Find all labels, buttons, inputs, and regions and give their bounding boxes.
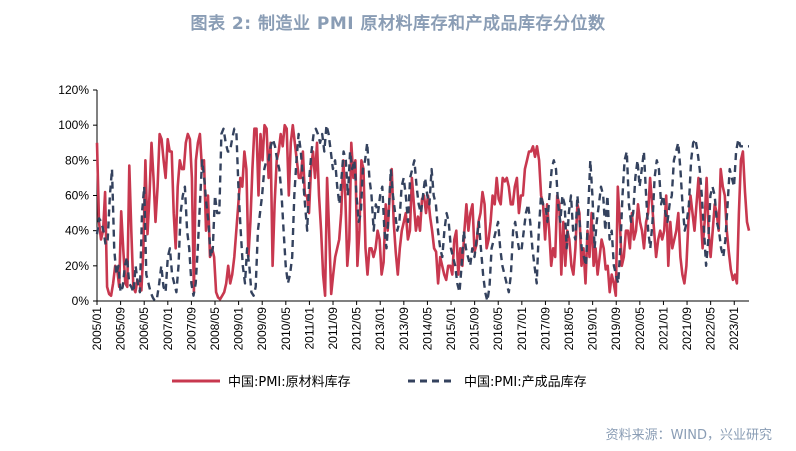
x-tick-label: 2012/05: [350, 307, 364, 351]
x-tick-label: 2015/09: [468, 307, 482, 351]
x-tick-label: 2010/05: [279, 307, 293, 351]
x-tick-label: 2017/01: [515, 307, 529, 351]
x-axis: 2005/01 2005/09 2006/05 2007/01 2007/09 2008/…: [90, 300, 749, 351]
x-tick-label: 2016/05: [491, 307, 505, 351]
chart-title: 图表 2: 制造业 PMI 原材料库存和产成品库存分位数: [190, 14, 606, 34]
x-tick-label: 2005/09: [114, 307, 128, 351]
x-tick-label: 2014/05: [420, 307, 434, 351]
x-tick-label: 2015/01: [444, 307, 458, 351]
x-tick-label: 2008/05: [208, 307, 222, 351]
plot-area: [95, 123, 751, 303]
legend-label-finished-goods: 中国:PMI:产成品库存: [464, 374, 587, 390]
x-tick-label: 2011/09: [326, 307, 340, 350]
x-tick-label: 2019/09: [609, 307, 623, 351]
x-tick-label: 2021/09: [680, 307, 694, 351]
x-tick-label: 2009/09: [255, 307, 269, 351]
x-tick-label: 2007/09: [184, 307, 198, 351]
x-tick-label: 2007/01: [161, 307, 175, 351]
x-tick-label: 2013/09: [397, 307, 411, 351]
legend-label-raw-material: 中国:PMI:原材料库存: [228, 374, 351, 390]
x-tick-label: 2017/09: [538, 307, 552, 351]
y-tick-label: 40%: [65, 224, 89, 238]
y-tick-label: 120%: [58, 83, 89, 97]
x-tick-label: 2018/05: [562, 307, 576, 351]
source-note: 资料来源：WIND，兴业研究: [605, 428, 772, 443]
y-tick-label: 0%: [72, 294, 90, 308]
y-tick-label: 100%: [58, 118, 89, 132]
x-tick-label: 2019/01: [586, 307, 600, 351]
x-tick-label: 2023/01: [727, 307, 741, 351]
x-tick-label: 2020/05: [633, 307, 647, 351]
x-tick-label: 2005/01: [90, 307, 104, 351]
x-tick-label: 2022/05: [704, 307, 718, 351]
x-tick-label: 2006/05: [137, 307, 151, 351]
x-tick-label: 2011/01: [302, 307, 316, 350]
y-tick-label: 20%: [65, 259, 89, 273]
y-axis: 0% 20% 40% 60% 80% 100% 120%: [58, 83, 98, 308]
x-tick-label: 2013/01: [373, 307, 387, 351]
x-tick-label: 2021/01: [656, 307, 670, 351]
y-tick-label: 80%: [65, 153, 89, 167]
x-tick-label: 2009/01: [232, 307, 246, 351]
y-tick-label: 60%: [65, 189, 89, 203]
series-raw-material-inventory-line: [95, 123, 751, 301]
legend: 中国:PMI:原材料库存 中国:PMI:产成品库存: [172, 374, 587, 390]
series-finished-goods-inventory-line: [95, 123, 749, 303]
